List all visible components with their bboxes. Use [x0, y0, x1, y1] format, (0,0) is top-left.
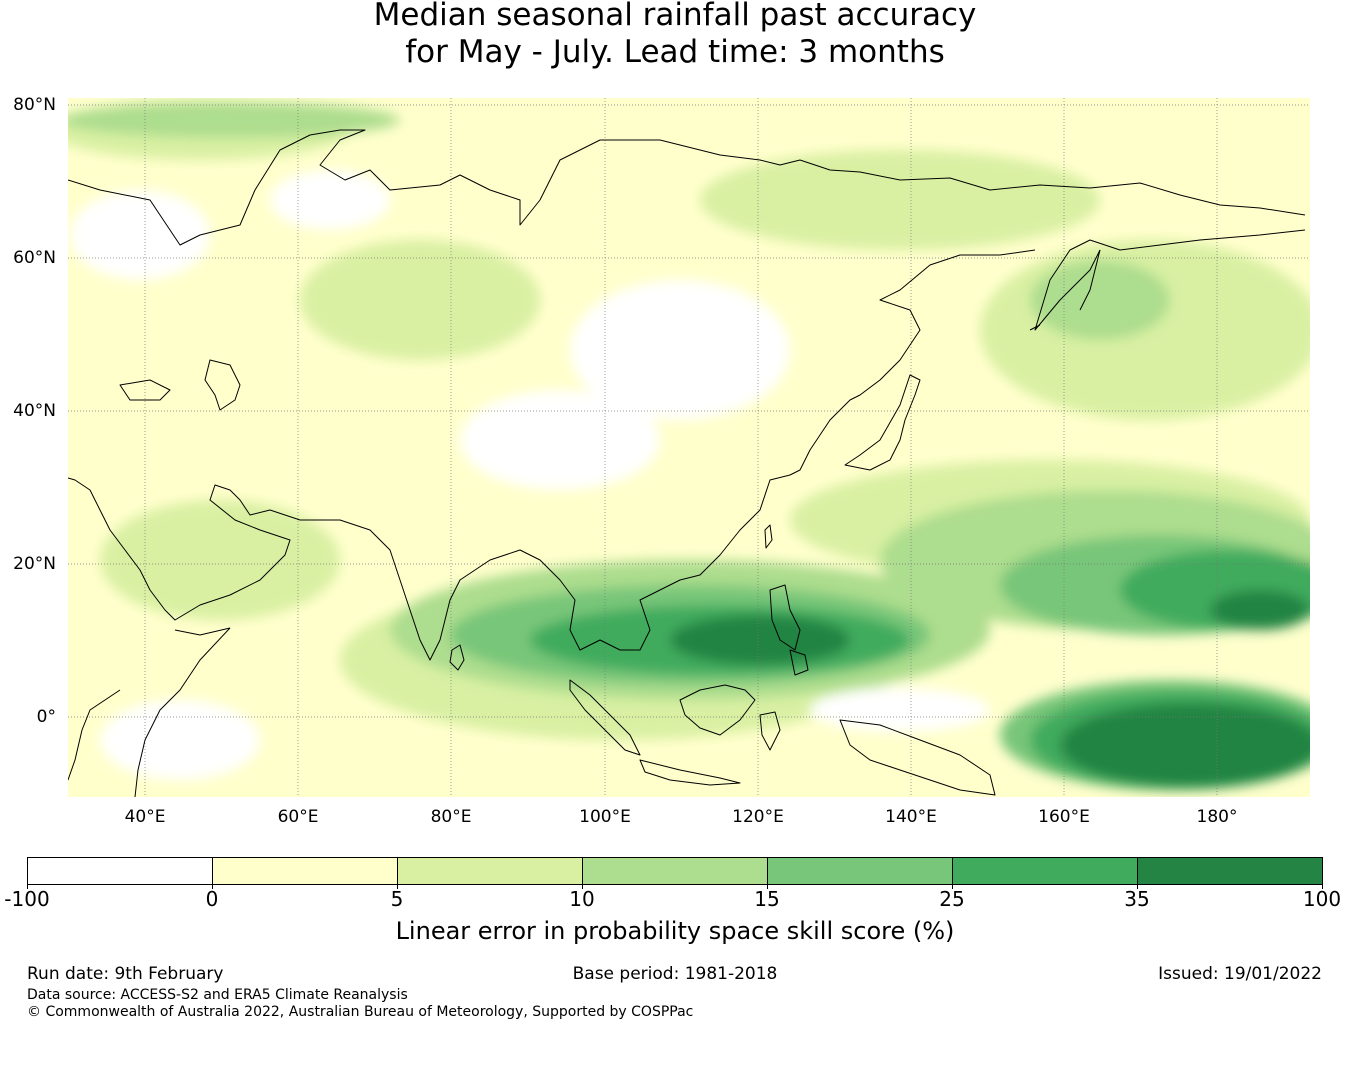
issued-date: Issued: 19/01/2022	[1158, 964, 1322, 984]
colorbar-tick-label: 35	[1124, 887, 1150, 911]
lat-label-60n: 60°N	[13, 248, 56, 268]
lon-label-120e: 120°E	[732, 807, 784, 827]
colorbar-segment	[583, 858, 768, 884]
base-period: Base period: 1981-2018	[572, 964, 778, 984]
map-title-line-2: for May - July. Lead time: 3 months	[405, 34, 945, 70]
skill-field	[68, 98, 1310, 797]
lon-label-100e: 100°E	[579, 807, 631, 827]
lon-label-180: 180°	[1196, 807, 1238, 827]
colorbar-tick-label: -100	[4, 887, 50, 911]
colorbar-tick-label: 100	[1302, 887, 1342, 911]
colorbar-segment	[213, 858, 398, 884]
colorbar-segment	[1138, 858, 1322, 884]
lat-label-20n: 20°N	[13, 554, 56, 574]
colorbar	[27, 857, 1323, 885]
lat-label-40n: 40°N	[13, 401, 56, 421]
data-source: Data source: ACCESS-S2 and ERA5 Climate …	[27, 987, 408, 1003]
run-date: Run date: 9th February	[27, 964, 224, 984]
colorbar-segment	[953, 858, 1138, 884]
lon-label-80e: 80°E	[430, 807, 472, 827]
colorbar-tick-label: 0	[205, 887, 219, 911]
gridlines	[68, 98, 1310, 797]
colorbar-label: Linear error in probability space skill …	[395, 917, 955, 945]
map-title-line-1: Median seasonal rainfall past accuracy	[373, 0, 977, 33]
colorbar-segment	[768, 858, 953, 884]
lon-label-140e: 140°E	[885, 807, 937, 827]
coastlines	[68, 129, 1306, 797]
lon-label-160e: 160°E	[1038, 807, 1090, 827]
lon-label-40e: 40°E	[124, 807, 166, 827]
colorbar-tick-label: 15	[754, 887, 780, 911]
colorbar-tick-label: 25	[939, 887, 965, 911]
skill-score-map	[68, 98, 1310, 797]
lon-label-60e: 60°E	[277, 807, 319, 827]
colorbar-segment	[28, 858, 213, 884]
colorbar-tick-label: 5	[390, 887, 404, 911]
colorbar-tick-label: 10	[569, 887, 595, 911]
colorbar-segment	[398, 858, 583, 884]
lat-label-80n: 80°N	[13, 95, 56, 115]
lat-label-equator: 0°	[36, 707, 56, 727]
copyright: © Commonwealth of Australia 2022, Austra…	[27, 1004, 694, 1020]
